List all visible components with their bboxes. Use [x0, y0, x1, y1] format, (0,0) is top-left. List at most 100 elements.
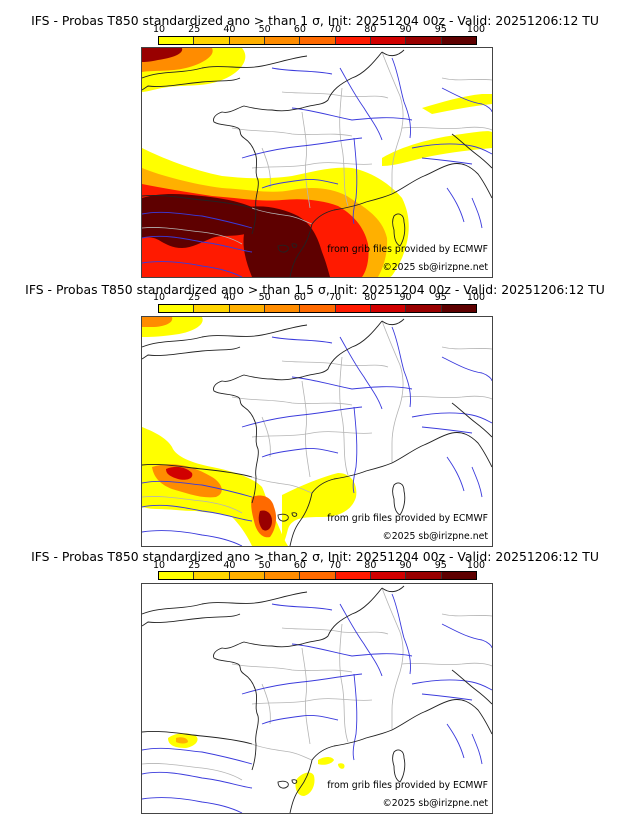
- coastline: [311, 193, 393, 225]
- river: [241, 137, 363, 159]
- coastline: [142, 324, 308, 348]
- river: [446, 723, 465, 759]
- probability-field: [142, 317, 173, 327]
- admin-border: [251, 743, 313, 761]
- colorbar-tick-label: 70: [329, 292, 342, 303]
- river: [352, 137, 358, 225]
- colorbar-tick-label: 25: [188, 560, 201, 571]
- admin-border: [301, 380, 311, 478]
- colorbar-ticks: 10 25 40 50 60 70 80 90 95 100: [0, 25, 630, 35]
- coastline: [311, 729, 393, 761]
- coastline: [392, 213, 406, 247]
- colorbar-tick-label: 25: [188, 24, 201, 35]
- admin-border: [261, 683, 271, 725]
- admin-border: [301, 647, 311, 745]
- river: [241, 406, 363, 428]
- probability-field: [166, 466, 193, 480]
- coastline: [142, 591, 308, 615]
- probability-field: [295, 772, 315, 796]
- colorbar-segment: [194, 572, 230, 579]
- colorbar-segment: [159, 572, 195, 579]
- river: [471, 197, 483, 229]
- river: [261, 715, 339, 725]
- colorbar-tick-label: 100: [466, 560, 486, 571]
- colorbar-tick-label: 60: [293, 560, 306, 571]
- river: [142, 504, 253, 522]
- colorbar-segment: [406, 572, 442, 579]
- coastline: [142, 195, 253, 209]
- coastline: [277, 780, 289, 789]
- admin-border: [441, 346, 492, 350]
- colorbar-tick-label: 100: [466, 24, 486, 35]
- colorbar-ticks: 10 25 40 50 60 70 80 90 95 100: [0, 561, 630, 571]
- panel-title: IFS - Probas T850 standardized ano > tha…: [31, 13, 599, 28]
- colorbar-tick-label: 10: [152, 560, 166, 571]
- probability-field: [142, 48, 183, 62]
- admin-border: [261, 416, 271, 458]
- map-svg: [142, 317, 492, 546]
- colorbar-tick-label: 95: [434, 560, 447, 571]
- probability-field: [422, 94, 492, 114]
- colorbar-segment: [370, 37, 407, 44]
- colorbar-tick-label: 70: [329, 24, 342, 35]
- admin-border: [381, 320, 404, 463]
- coastline: [213, 587, 383, 771]
- admin-border: [339, 623, 349, 743]
- colorbar-tick-label: 95: [434, 292, 447, 303]
- river: [291, 643, 413, 657]
- admin-border: [441, 613, 492, 617]
- admin-border: [401, 126, 492, 131]
- river: [446, 187, 465, 223]
- coastline: [451, 402, 492, 438]
- admin-border: [231, 663, 353, 673]
- river: [411, 412, 492, 424]
- admin-border: [281, 91, 389, 99]
- colorbar-tick-label: 80: [364, 292, 377, 303]
- probability-field: [258, 510, 272, 531]
- admin-border: [281, 627, 389, 635]
- admin-border: [401, 395, 492, 400]
- river: [391, 57, 411, 139]
- admin-border: [339, 87, 349, 207]
- coastline: [142, 464, 253, 478]
- source-credit: from grib files provided by ECMWF: [327, 780, 488, 791]
- coastline: [381, 318, 405, 326]
- river: [391, 593, 411, 675]
- river: [411, 143, 492, 155]
- admin-border: [441, 77, 492, 81]
- river: [421, 693, 473, 701]
- river: [142, 771, 253, 789]
- colorbar-segment: [194, 305, 230, 312]
- colorbar-tick-label: 50: [258, 24, 271, 35]
- colorbar: [158, 36, 477, 45]
- river: [446, 456, 465, 492]
- admin-border: [251, 476, 313, 494]
- river: [142, 211, 253, 229]
- coastline: [381, 49, 405, 57]
- river: [261, 179, 339, 189]
- river: [271, 603, 333, 611]
- probability-field: [142, 194, 259, 248]
- colorbar-segment: [159, 37, 195, 44]
- source-credit: from grib files provided by ECMWF: [327, 513, 488, 524]
- river: [339, 67, 383, 141]
- colorbar-segment: [335, 37, 371, 44]
- panel-title: IFS - Probas T850 standardized ano > tha…: [25, 282, 605, 297]
- coastline: [213, 51, 383, 235]
- river: [271, 67, 333, 75]
- copyright-credit: ©2025 sb@irizpne.net: [382, 531, 488, 542]
- admin-border: [401, 662, 492, 667]
- probability-field: [382, 131, 492, 166]
- colorbar-tick-label: 10: [152, 24, 166, 35]
- colorbar-tick-label: 80: [364, 24, 377, 35]
- admin-border: [251, 431, 373, 438]
- coastline: [391, 163, 492, 199]
- colorbar-segment: [335, 572, 371, 579]
- coastline: [291, 243, 298, 248]
- source-credit: from grib files provided by ECMWF: [327, 244, 488, 255]
- coastline: [289, 492, 313, 546]
- copyright-credit: ©2025 sb@irizpne.net: [382, 798, 488, 809]
- colorbar-segment: [300, 37, 336, 44]
- coastline: [381, 585, 405, 593]
- river: [142, 530, 243, 546]
